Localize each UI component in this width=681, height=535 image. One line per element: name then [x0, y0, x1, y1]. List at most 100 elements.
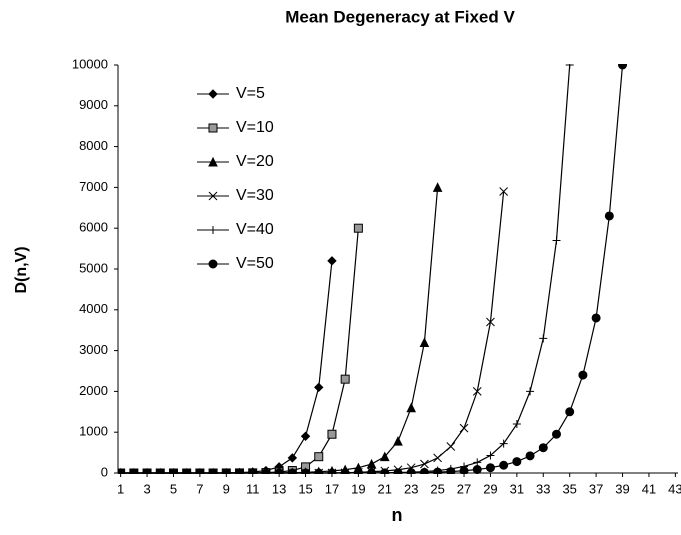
x-tick-label: 25: [430, 481, 444, 496]
marker: [221, 468, 231, 474]
marker: [472, 387, 482, 396]
marker: [618, 64, 628, 70]
y-tick-label: 5000: [79, 260, 108, 275]
marker: [287, 468, 297, 474]
marker: [142, 468, 152, 474]
legend-label: V=30: [236, 187, 274, 204]
marker: [432, 182, 443, 192]
marker: [578, 370, 588, 380]
marker: [420, 459, 429, 469]
marker: [353, 223, 363, 233]
y-tick-label: 6000: [79, 220, 108, 235]
marker: [235, 468, 245, 474]
y-tick-label: 4000: [79, 301, 108, 316]
y-tick-label: 7000: [79, 179, 108, 194]
legend-marker: [209, 226, 217, 234]
y-tick-label: 2000: [79, 383, 108, 398]
marker: [591, 313, 601, 323]
marker: [287, 453, 298, 463]
x-tick-label: 35: [562, 481, 576, 496]
series-line: [120, 260, 333, 474]
series-line: [120, 64, 624, 474]
legend-marker: [208, 89, 218, 99]
marker: [446, 442, 456, 451]
marker: [155, 468, 165, 474]
x-tick-label: 29: [483, 481, 497, 496]
marker: [486, 451, 495, 460]
marker: [314, 468, 324, 474]
x-tick-label: 11: [246, 481, 260, 496]
legend-marker: [208, 123, 218, 133]
plot-area: [118, 64, 628, 474]
marker: [552, 236, 561, 245]
marker: [512, 420, 521, 429]
x-tick-label: 39: [615, 481, 629, 496]
y-tick-label: 9000: [79, 97, 108, 112]
y-tick-label: 8000: [79, 138, 108, 153]
marker: [459, 423, 469, 433]
x-tick-label: 15: [298, 481, 312, 496]
marker: [419, 337, 430, 347]
marker: [314, 452, 324, 462]
legend-label: V=50: [236, 255, 274, 272]
marker: [367, 468, 377, 474]
x-tick-label: 23: [404, 481, 418, 496]
marker: [499, 187, 509, 196]
legend-label: V=40: [236, 221, 274, 238]
marker: [512, 457, 522, 467]
legend-label: V=10: [236, 119, 274, 136]
marker: [366, 458, 377, 469]
marker: [499, 460, 509, 470]
marker: [393, 468, 403, 474]
x-tick-label: 3: [143, 481, 150, 496]
series-line: [120, 191, 505, 474]
x-tick-label: 27: [457, 481, 471, 496]
marker: [380, 468, 390, 474]
marker: [248, 468, 258, 474]
marker: [472, 465, 482, 474]
x-tick-label: 7: [196, 481, 203, 496]
marker: [340, 468, 350, 474]
marker: [565, 407, 575, 417]
marker: [538, 443, 548, 453]
legend-label: V=5: [236, 85, 265, 102]
marker: [340, 374, 350, 384]
marker: [208, 468, 218, 474]
marker: [393, 436, 403, 446]
marker: [314, 382, 324, 393]
marker: [118, 468, 126, 474]
y-tick-label: 3000: [79, 342, 108, 357]
marker: [353, 468, 363, 474]
marker: [182, 468, 192, 474]
x-tick-label: 37: [589, 481, 603, 496]
x-tick-label: 9: [223, 481, 230, 496]
legend-marker: [208, 191, 218, 201]
marker: [446, 467, 456, 474]
legend-marker: [208, 156, 218, 167]
x-tick-label: 31: [510, 481, 524, 496]
marker: [565, 64, 574, 69]
marker: [551, 429, 561, 439]
marker: [168, 468, 178, 474]
x-tick-label: 5: [170, 481, 177, 496]
marker: [433, 453, 442, 463]
legend-label: V=20: [236, 153, 274, 170]
series-line: [120, 187, 439, 474]
marker: [406, 402, 417, 413]
x-tick-label: 19: [351, 481, 365, 496]
marker: [486, 317, 495, 327]
marker: [195, 468, 205, 474]
marker: [526, 387, 535, 396]
marker: [485, 463, 495, 473]
marker: [419, 467, 429, 474]
x-tick-label: 1: [117, 481, 124, 496]
marker: [129, 468, 139, 474]
x-tick-label: 13: [272, 481, 286, 496]
y-tick-label: 10000: [72, 56, 108, 71]
x-tick-label: 43: [668, 481, 681, 496]
marker: [327, 429, 337, 439]
marker: [604, 211, 614, 221]
x-axis-label: n: [392, 505, 403, 525]
series-line: [120, 64, 571, 474]
